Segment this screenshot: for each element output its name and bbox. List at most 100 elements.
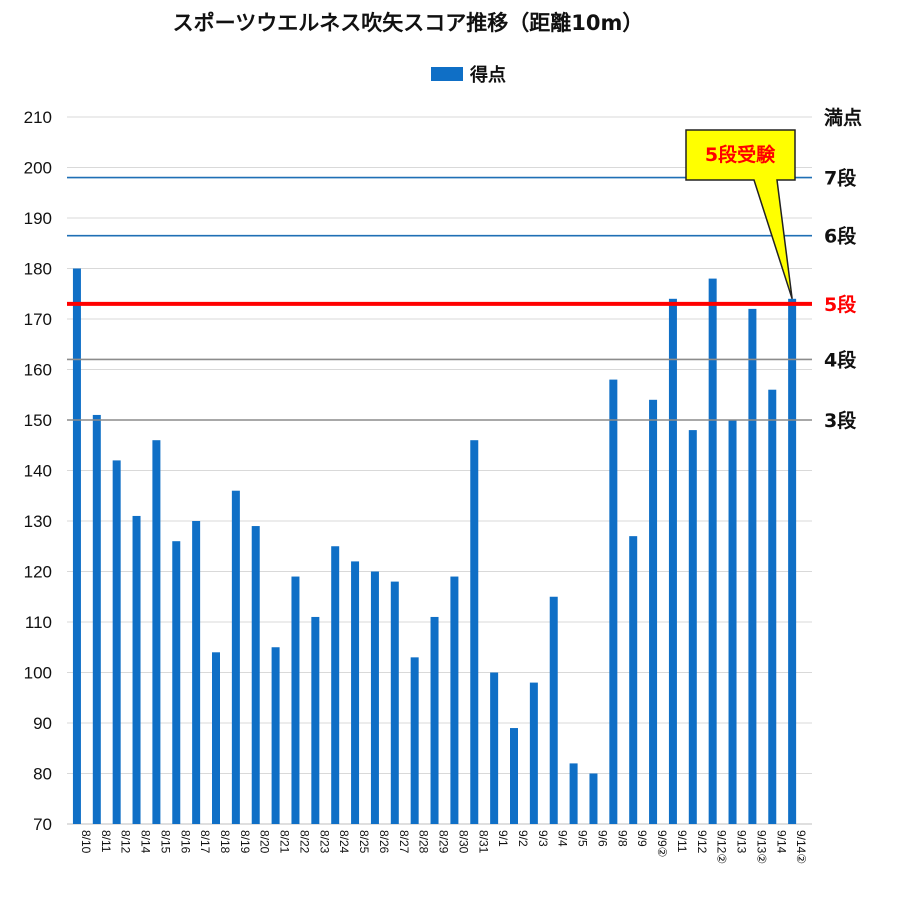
x-tick-label: 9/8 [615,830,629,847]
bar-8/16 [172,541,181,824]
bar-8/22 [291,576,300,824]
y-tick-label: 90 [33,714,52,733]
x-tick-label: 9/12 [695,830,709,854]
callout-box [685,129,796,300]
bar-8/14 [132,515,141,824]
x-tick-label: 9/13② [754,830,768,864]
bar-9/2 [510,728,518,824]
x-tick-label: 8/18 [218,830,232,854]
bar-9/1 [490,672,499,824]
y-tick-label: 120 [24,563,52,582]
ref-label-満点: 満点 [824,107,862,129]
x-tick-label: 8/25 [357,830,371,854]
x-tick-label: 8/24 [337,830,351,854]
bar-9/12 [688,430,697,824]
y-tick-label: 210 [24,108,52,127]
bar-9/6 [589,773,598,824]
bar-9/14 [768,389,777,824]
bar-8/27 [390,581,399,824]
bar-9/13② [748,308,757,824]
bar-8/28 [410,657,419,824]
bar-9/8 [609,379,618,824]
y-axis-ticks: 70 80 90 100 110 120 130 140 150 160 170 180 190 200 2… [24,108,52,834]
legend-label: 得点 [469,64,506,86]
bar-8/17 [192,521,201,824]
bar-8/15 [152,440,161,824]
x-tick-label: 8/30 [456,830,470,854]
x-tick-label: 9/14② [794,830,808,864]
bar-9/9② [649,399,658,824]
x-tick-label: 8/31 [476,830,490,854]
ref-label-4段: 4段 [824,348,857,371]
ref-label-3段: 3段 [824,409,857,432]
x-tick-label: 9/6 [595,830,609,847]
y-tick-label: 180 [24,260,52,279]
bar-9/4 [549,596,558,824]
x-tick-label: 9/13 [735,830,749,854]
bar-9/13 [728,420,737,824]
x-tick-label: 8/14 [139,830,153,854]
legend: 得点 [431,64,506,86]
y-tick-label: 200 [24,159,52,178]
bar-8/24 [331,546,340,824]
y-tick-label: 170 [24,310,52,329]
bar-series [72,268,797,825]
x-tick-label: 9/3 [536,830,550,847]
bar-9/9 [629,536,638,824]
y-tick-label: 160 [24,361,52,380]
x-tick-label: 8/16 [178,830,192,854]
chart-title: スポーツウエルネス吹矢スコア推移（距離10m） [173,11,644,35]
x-tick-label: 8/20 [258,830,272,854]
x-tick-label: 8/28 [417,830,431,854]
y-tick-label: 190 [24,209,52,228]
x-tick-label: 8/11 [99,830,113,853]
ref-label-5段: 5段 [824,293,857,316]
x-tick-label: 9/14 [774,830,788,854]
bar-9/5 [569,763,578,824]
x-tick-label: 8/29 [437,830,451,854]
x-tick-label: 9/12② [715,830,729,864]
y-tick-label: 130 [24,512,52,531]
x-tick-label: 8/23 [317,830,331,854]
x-tick-label: 8/12 [119,830,133,854]
x-tick-label: 9/9② [655,830,669,857]
bar-8/30 [450,576,459,824]
bar-9/14② [788,298,797,824]
x-axis-ticks: 8/10 8/11 8/12 8/14 8/15 8/16 8/17 8/18 8/19 8/20… [79,830,808,864]
y-tick-label: 140 [24,462,52,481]
bar-9/11 [668,298,677,824]
bar-8/31 [470,440,479,824]
x-tick-label: 8/15 [158,830,172,854]
callout-text: 5段受験 [705,143,776,166]
bar-8/21 [271,647,280,824]
x-tick-label: 9/9 [635,830,649,847]
ref-label-7段: 7段 [824,167,857,190]
y-tick-label: 110 [25,613,52,632]
bar-8/26 [370,571,379,824]
bar-8/20 [251,526,260,824]
y-tick-label: 80 [33,765,52,784]
x-tick-label: 8/22 [297,830,311,854]
x-tick-label: 9/4 [556,830,570,847]
bar-8/10 [72,268,81,824]
ref-label-6段: 6段 [824,225,857,248]
bar-8/11 [92,414,101,824]
rank-reference-lines: 満点 7段 6段 5段 4段 3段 [67,107,862,432]
bar-9/12② [708,278,717,825]
x-tick-label: 9/2 [516,830,530,847]
legend-swatch [431,67,463,81]
y-tick-label: 150 [24,411,52,430]
x-tick-label: 9/5 [576,830,590,847]
bar-8/25 [351,561,360,824]
x-tick-label: 8/26 [377,830,391,854]
x-tick-label: 8/21 [278,830,292,854]
x-tick-label: 8/27 [397,830,411,854]
y-tick-label: 70 [33,815,52,834]
bar-8/18 [212,652,220,824]
y-tick-label: 100 [24,664,52,683]
bar-8/19 [231,490,240,824]
bar-8/12 [112,460,121,824]
x-tick-label: 9/1 [496,830,510,847]
x-tick-label: 8/17 [198,830,212,854]
